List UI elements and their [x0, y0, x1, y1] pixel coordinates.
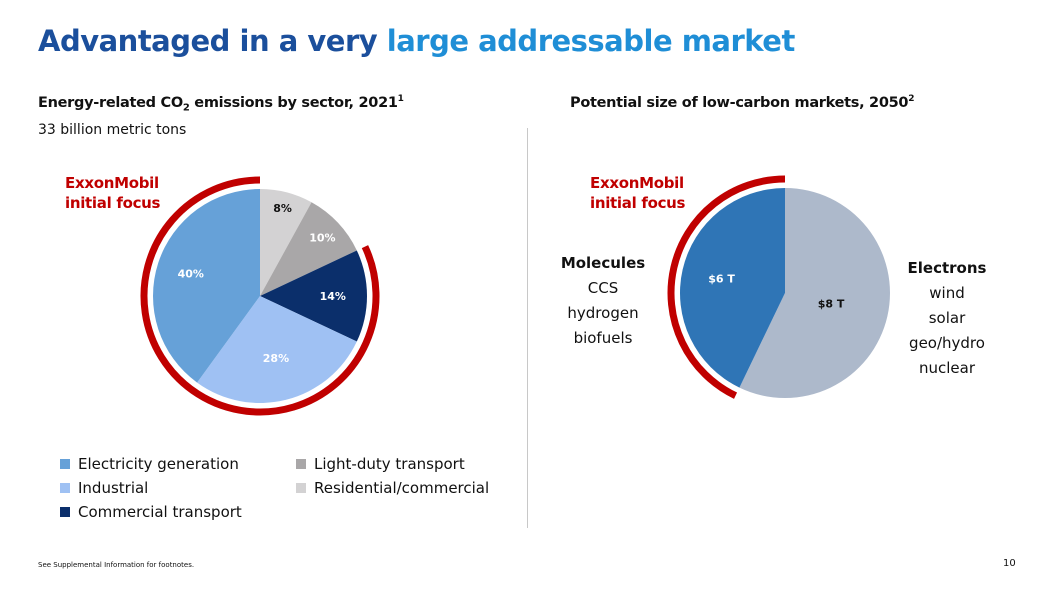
pie-slice-molecules — [679, 188, 785, 388]
list-item: solar — [928, 309, 966, 327]
list-item: hydrogen — [567, 304, 639, 322]
focus-line: initial focus — [65, 194, 161, 212]
legend-item-industrial: Industrial — [60, 479, 148, 497]
focus-line: initial focus — [590, 194, 686, 212]
right-focus-label: ExxonMobil initial focus — [590, 173, 686, 213]
page-title: Advantaged in a very large addressable m… — [38, 24, 795, 58]
list-item: nuclear — [918, 359, 975, 377]
electrons-title: Electrons — [907, 259, 987, 277]
molecules-title: Molecules — [560, 254, 646, 272]
legend-item-commercial-transport: Commercial transport — [60, 503, 242, 521]
list-item: geo/hydro — [909, 334, 985, 352]
markets-pie: $8 T $6 T — [667, 175, 891, 399]
list-item: wind — [929, 284, 965, 302]
left-focus-label: ExxonMobil initial focus — [65, 173, 161, 213]
pie-slice-industrial — [197, 296, 357, 403]
legend-item-light-duty: Light-duty transport — [296, 455, 465, 473]
legend-swatch — [60, 483, 70, 493]
legend-swatch — [296, 483, 306, 493]
legend-swatch — [60, 507, 70, 517]
focus-line: ExxonMobil — [65, 174, 159, 192]
slice-label: $8 T — [818, 298, 845, 311]
focus-arc — [140, 176, 380, 416]
slice-label: $6 T — [708, 273, 735, 286]
slice-label: 8% — [273, 202, 292, 215]
electrons-list: Electrons wind solar geo/hydro nuclear — [897, 256, 997, 381]
legend-swatch — [60, 459, 70, 469]
list-item: biofuels — [573, 329, 633, 347]
legend-swatch — [296, 459, 306, 469]
divider — [527, 128, 528, 528]
molecules-list: Molecules CCS hydrogen biofuels — [553, 251, 653, 351]
right-chart-heading: Potential size of low-carbon markets, 20… — [570, 94, 914, 111]
footnote-ref: 1 — [397, 94, 404, 104]
slice-label: 10% — [309, 231, 335, 244]
heading-subscript: 2 — [182, 102, 190, 114]
heading-text: Energy-related CO — [38, 94, 183, 111]
emissions-pie: 8% 10% 14% 28% 40% — [140, 176, 380, 416]
pie-slice-electricity-generation — [153, 189, 260, 383]
footnote: See Supplemental Information for footnot… — [38, 561, 195, 569]
focus-line: ExxonMobil — [590, 174, 684, 192]
pie-slice-commercial-transport — [260, 250, 367, 342]
pie-slice-residential-commercial — [260, 189, 312, 296]
footnote-ref: 2 — [908, 94, 915, 104]
list-item: CCS — [587, 279, 619, 297]
legend: Electricity generation Industrial Commer… — [60, 455, 540, 525]
legend-label: Commercial transport — [78, 503, 242, 521]
slice-label: 14% — [320, 290, 346, 303]
legend-label: Industrial — [78, 479, 149, 497]
legend-label: Residential/commercial — [314, 479, 490, 497]
focus-arc — [667, 175, 786, 399]
legend-item-residential: Residential/commercial — [296, 479, 489, 497]
title-part2: large addressable market — [386, 24, 796, 58]
legend-item-electricity: Electricity generation — [60, 455, 239, 473]
legend-label: Electricity generation — [78, 455, 239, 473]
title-part1: Advantaged in a very — [38, 24, 387, 58]
legend-label: Light-duty transport — [314, 455, 465, 473]
page-number: 10 — [1003, 558, 1016, 569]
pie-slice-electrons — [739, 188, 891, 398]
left-chart-heading: Energy-related CO2 emissions by sector, … — [38, 94, 404, 114]
slice-label: 40% — [178, 268, 204, 281]
pie-slice-light-duty-transport — [260, 202, 357, 296]
heading-text: Potential size of low-carbon markets, 20… — [570, 94, 909, 111]
slice-label: 28% — [263, 352, 289, 365]
heading-text: emissions by sector, 2021 — [189, 94, 398, 111]
left-chart-subtitle: 33 billion metric tons — [38, 122, 187, 138]
